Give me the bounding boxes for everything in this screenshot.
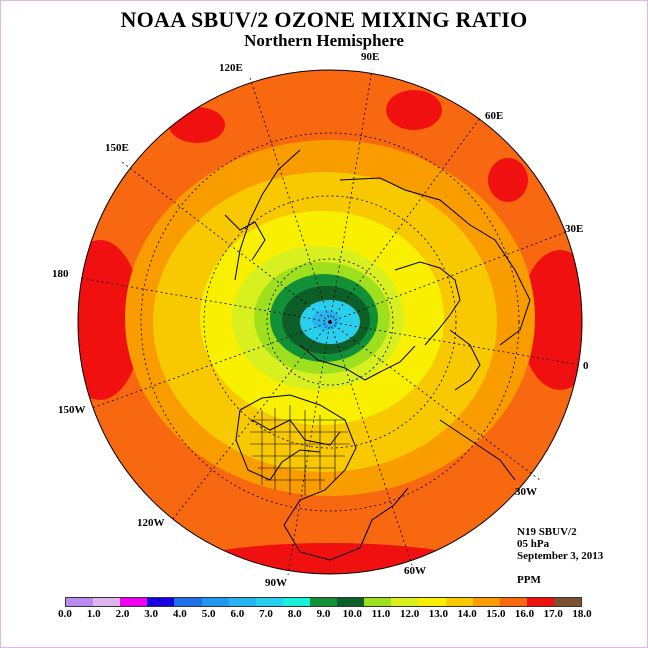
date-label: September 3, 2013 — [517, 550, 604, 562]
units-label: PPM — [517, 574, 541, 586]
latitude-circles — [140, 132, 520, 512]
lon-label-90w: 90W — [265, 577, 287, 589]
contour-patch-red — [488, 158, 528, 202]
colorbar-tick-label: 13.0 — [428, 608, 448, 620]
colorbar-tick-label: 0.0 — [58, 608, 72, 620]
colorbar-swatch — [472, 598, 500, 606]
colorbar — [65, 597, 582, 607]
colorbar-tick-label: 1.0 — [86, 608, 101, 620]
us-states — [250, 405, 350, 495]
colorbar-tick-label: 16.0 — [514, 608, 535, 620]
colorbar-swatch — [526, 598, 554, 606]
colorbar-swatch — [445, 598, 473, 606]
map-border — [77, 69, 583, 575]
colorbar-tick-label: 6.0 — [230, 608, 245, 620]
colorbar-swatch — [553, 598, 582, 606]
colorbar-tick-label: 5.0 — [201, 608, 216, 620]
lon-label-120e: 120E — [219, 62, 243, 74]
lon-label-180: 180 — [52, 268, 69, 280]
colorbar-tick-label: 4.0 — [173, 608, 187, 620]
colorbar-swatch — [228, 598, 256, 606]
colorbar-tick-label: 12.0 — [400, 608, 420, 620]
instrument-label: N19 SBUV/2 — [517, 526, 577, 538]
map-title: NOAA SBUV/2 OZONE MIXING RATIO — [120, 7, 528, 32]
colorbar-tick-label: 10.0 — [342, 608, 362, 620]
colorbar-tick-label: 14.0 — [457, 608, 477, 620]
colorbar-tick-label: 11.0 — [371, 608, 391, 620]
colorbar-swatch — [93, 598, 121, 606]
colorbar-tick-label: 2.0 — [115, 608, 130, 620]
colorbar-swatch — [120, 598, 148, 606]
lon-label-90e: 90E — [361, 51, 380, 63]
colorbar-tick-label: 3.0 — [144, 608, 159, 620]
colorbar-swatch — [147, 598, 175, 606]
colorbar-tick-label: 18.0 — [572, 608, 592, 620]
colorbar-swatch — [66, 598, 94, 606]
colorbar-tick-label: 15.0 — [486, 608, 506, 620]
colorbar-swatch — [391, 598, 419, 606]
colorbar-tick-label: 8.0 — [287, 608, 302, 620]
contour-band-6 — [312, 310, 340, 330]
lon-label-150w: 150W — [58, 404, 86, 416]
colorbar-swatch — [174, 598, 202, 606]
contour-patch-red — [386, 90, 442, 130]
colorbar-swatch — [499, 598, 527, 606]
colorbar-swatch — [201, 598, 229, 606]
colorbar-swatch — [337, 598, 365, 606]
pressure-label: 05 hPa — [517, 538, 550, 550]
coastlines — [224, 149, 531, 561]
colorbar-tick-label: 9.0 — [316, 608, 331, 620]
lon-label-150e: 150E — [105, 142, 129, 154]
longitude-lines — [79, 69, 581, 576]
colorbar-swatch — [282, 598, 310, 606]
colorbar-swatch — [309, 598, 338, 606]
lon-label-60e: 60E — [485, 110, 504, 122]
lon-label-30w: 30W — [515, 486, 537, 498]
lon-label-120w: 120W — [137, 517, 165, 529]
lon-label-0: 0 — [583, 360, 589, 372]
map-subtitle: Northern Hemisphere — [244, 31, 404, 50]
colorbar-tick-label: 7.0 — [259, 608, 273, 620]
contour-patch-red — [169, 107, 225, 143]
lon-label-60w: 60W — [404, 565, 426, 577]
lon-label-30e: 30E — [565, 223, 584, 235]
colorbar-tick-label: 17.0 — [543, 608, 563, 620]
colorbar-swatch — [364, 598, 392, 606]
colorbar-swatch — [418, 598, 446, 606]
colorbar-swatch — [255, 598, 283, 606]
